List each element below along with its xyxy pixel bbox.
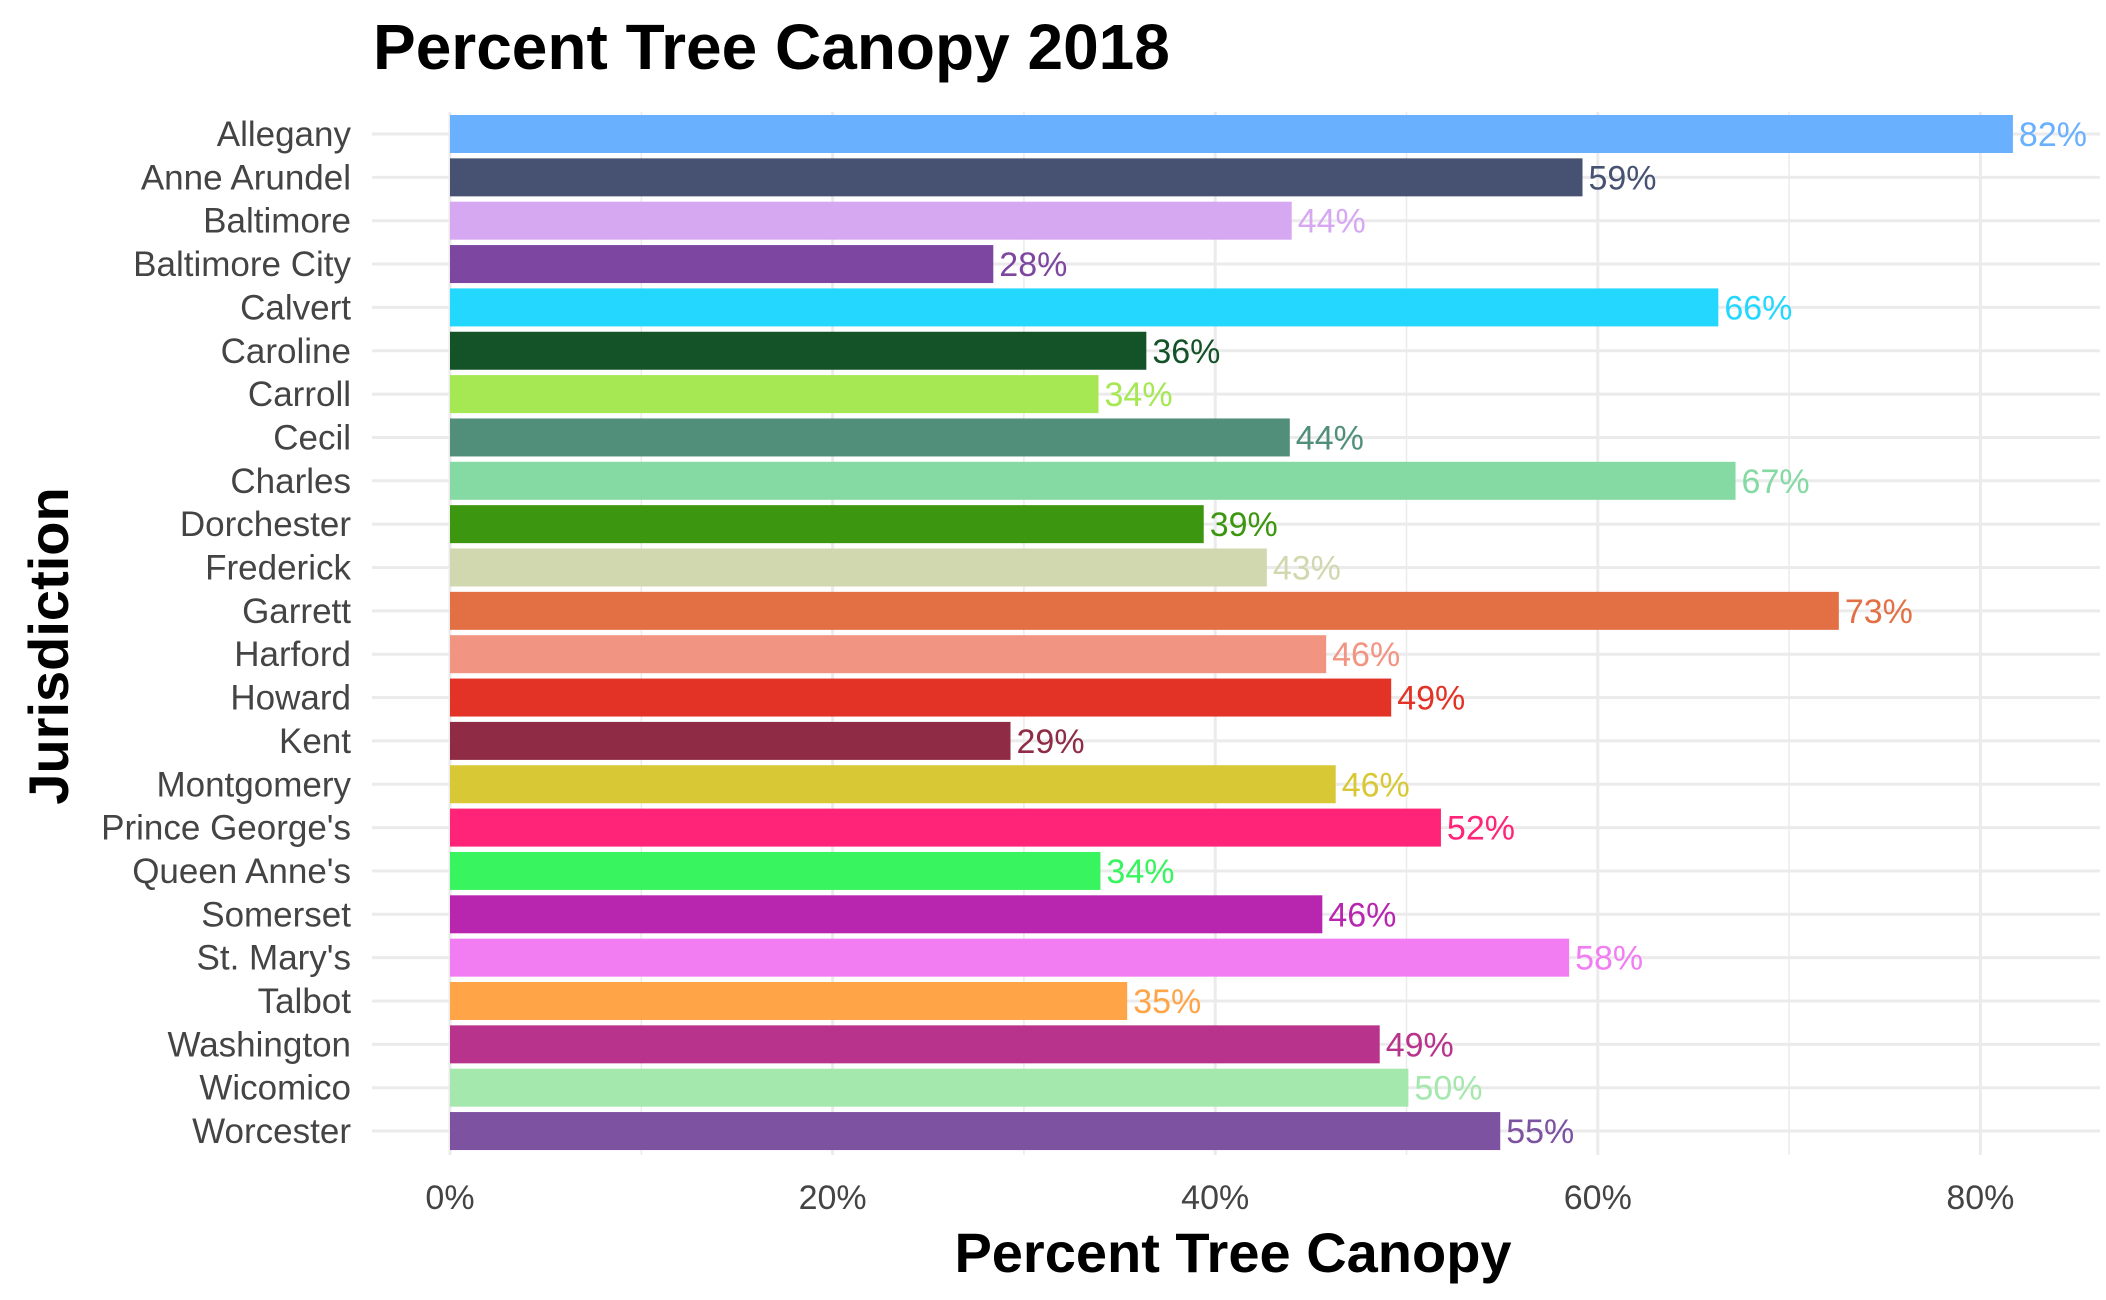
data-label: 46% — [1332, 636, 1400, 674]
bar-layer — [450, 115, 2013, 1151]
category-label: Baltimore City — [133, 245, 351, 284]
data-label: 49% — [1397, 680, 1465, 718]
bar — [450, 851, 1101, 890]
bar — [450, 1025, 1380, 1064]
bar — [450, 808, 1441, 847]
label-layer: 0% 20% 40% 60% 80% Allegany 82% Anne Arundel 59%… — [101, 115, 2087, 1217]
data-label: 28% — [999, 246, 1067, 284]
bar — [450, 678, 1392, 717]
data-label: 36% — [1152, 333, 1220, 371]
data-label: 39% — [1210, 506, 1278, 544]
data-label: 29% — [1017, 723, 1085, 761]
category-label: Washington — [167, 1025, 351, 1064]
category-label: Talbot — [258, 982, 352, 1021]
category-label: Baltimore — [203, 202, 351, 241]
x-tick-label: 0% — [425, 1179, 474, 1217]
x-tick-label: 40% — [1181, 1179, 1249, 1217]
category-label: Allegany — [217, 115, 352, 154]
bar — [450, 721, 1011, 760]
category-label: Garrett — [242, 592, 351, 631]
bar — [450, 245, 994, 284]
bar — [450, 765, 1336, 804]
category-label: Cecil — [273, 418, 351, 457]
bar — [450, 418, 1290, 457]
bar — [450, 938, 1570, 977]
category-label: Carroll — [248, 375, 351, 414]
category-label: Somerset — [201, 895, 351, 934]
bar — [450, 115, 2013, 153]
bar — [450, 591, 1839, 630]
bar — [450, 461, 1736, 500]
bar — [450, 548, 1267, 587]
data-label: 46% — [1342, 766, 1410, 804]
chart-title: Percent Tree Canopy 2018 — [373, 11, 1170, 83]
data-label: 55% — [1506, 1113, 1574, 1151]
data-label: 44% — [1298, 203, 1366, 241]
category-label: Charles — [230, 462, 351, 501]
category-label: Dorchester — [180, 505, 352, 544]
category-label: St. Mary's — [197, 939, 351, 978]
category-label: Kent — [279, 722, 351, 761]
data-label: 73% — [1845, 593, 1913, 631]
data-label: 34% — [1105, 376, 1173, 414]
data-label: 50% — [1414, 1070, 1482, 1108]
category-label: Caroline — [221, 332, 351, 371]
category-label: Calvert — [240, 288, 351, 327]
data-label: 58% — [1575, 940, 1643, 978]
bar — [450, 331, 1147, 370]
data-label: 43% — [1273, 550, 1341, 588]
category-label: Frederick — [205, 549, 351, 588]
data-label: 49% — [1386, 1026, 1454, 1064]
category-label: Harford — [234, 635, 351, 674]
data-label: 52% — [1447, 810, 1515, 848]
data-label: 59% — [1588, 159, 1656, 197]
x-tick-label: 60% — [1564, 1179, 1632, 1217]
x-axis-title: Percent Tree Canopy — [954, 1221, 1511, 1284]
data-label: 82% — [2019, 116, 2087, 154]
bar — [450, 635, 1327, 674]
y-axis-title: Jurisdiction — [17, 487, 80, 804]
bar — [450, 1068, 1409, 1107]
data-label: 44% — [1296, 419, 1364, 457]
data-label: 34% — [1106, 853, 1174, 891]
bar — [450, 288, 1719, 327]
x-tick-label: 20% — [799, 1179, 867, 1217]
data-label: 35% — [1133, 983, 1201, 1021]
category-label: Worcester — [192, 1112, 351, 1151]
bar — [450, 201, 1292, 240]
category-label: Anne Arundel — [141, 158, 351, 197]
data-label: 46% — [1328, 896, 1396, 934]
category-label: Howard — [230, 679, 351, 718]
bar — [450, 375, 1099, 414]
bar — [450, 1112, 1501, 1151]
x-tick-label: 80% — [1946, 1179, 2014, 1217]
bar — [450, 505, 1204, 544]
bar — [450, 158, 1583, 197]
category-label: Prince George's — [101, 809, 351, 848]
category-label: Wicomico — [199, 1069, 351, 1108]
data-label: 66% — [1724, 289, 1792, 327]
bar — [450, 895, 1323, 934]
category-label: Queen Anne's — [132, 852, 351, 891]
bar — [450, 982, 1128, 1020]
category-label: Montgomery — [156, 765, 351, 804]
data-label: 67% — [1742, 463, 1810, 501]
